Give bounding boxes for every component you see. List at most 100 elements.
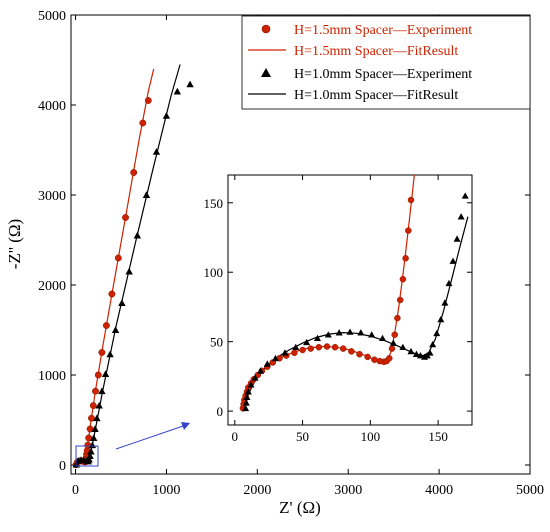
data-point-circle xyxy=(386,355,393,362)
data-point-triangle xyxy=(324,331,332,338)
data-point-triangle xyxy=(242,404,250,412)
data-point-triangle xyxy=(263,360,271,367)
data-point-triangle xyxy=(152,148,161,155)
x-axis-title: Z' (Ω) xyxy=(279,498,321,517)
data-point-triangle xyxy=(90,434,98,441)
legend-item-h10-experiment: H=1.0mm Spacer—Experiment xyxy=(261,67,472,82)
data-point-circle xyxy=(391,331,398,338)
data-point-triangle xyxy=(125,267,133,275)
data-point-circle xyxy=(98,349,106,356)
legend-label: H=1.0mm Spacer—Experiment xyxy=(294,67,472,82)
data-point-triangle xyxy=(389,339,397,346)
data-point-triangle xyxy=(292,343,300,351)
data-point-circle xyxy=(88,414,95,422)
data-point-circle xyxy=(364,353,371,361)
data-point-circle xyxy=(307,345,314,352)
data-point-triangle xyxy=(445,279,453,287)
y-tick-label: 3000 xyxy=(38,189,66,204)
data-point-triangle xyxy=(437,315,445,323)
series-clip-group xyxy=(239,175,469,412)
data-point-triangle xyxy=(379,334,387,341)
data-point-circle xyxy=(139,119,147,127)
zoom-region-box xyxy=(75,445,99,467)
data-point-triangle xyxy=(86,452,94,459)
legend-item-h15-experiment: H=1.5mm Spacer—Experiment xyxy=(261,23,472,38)
zoom-arrow-head xyxy=(181,422,190,430)
y-tick-label: 100 xyxy=(204,265,224,280)
data-point-triangle xyxy=(303,338,311,346)
data-point-circle xyxy=(108,290,116,298)
data-point-triangle xyxy=(335,329,343,336)
data-point-circle xyxy=(299,346,306,354)
data-point-circle xyxy=(122,214,129,221)
data-point-triangle xyxy=(85,455,93,463)
data-point-triangle xyxy=(368,331,376,338)
data-point-triangle xyxy=(111,326,120,333)
y-tick-label: 1000 xyxy=(38,369,66,384)
y-tick-label: 2000 xyxy=(38,279,66,294)
data-point-triangle xyxy=(433,329,441,337)
y-tick-label: 5000 xyxy=(38,9,66,24)
y-tick-label: 50 xyxy=(210,335,223,350)
x-tick-label: 100 xyxy=(361,429,381,444)
data-point-circle xyxy=(114,254,122,262)
data-point-triangle xyxy=(247,381,255,388)
data-point-triangle xyxy=(91,425,99,432)
data-point-triangle xyxy=(313,334,321,341)
data-point-triangle xyxy=(93,414,101,422)
legend-marker-circle xyxy=(261,24,271,34)
main-plot-frame xyxy=(70,14,531,475)
data-point-triangle xyxy=(133,231,142,239)
data-point-circle xyxy=(315,343,323,351)
y-tick-label: 0 xyxy=(217,404,224,419)
legend: H=1.5mm Spacer—Experiment H=1.5mm Spacer… xyxy=(241,15,531,110)
data-point-circle xyxy=(348,348,355,355)
data-point-triangle xyxy=(257,367,265,374)
data-point-circle xyxy=(339,345,347,352)
data-point-circle xyxy=(356,350,363,358)
data-point-circle xyxy=(402,255,409,262)
x-tick-label: 0 xyxy=(232,429,239,444)
data-point-circle xyxy=(394,314,401,322)
data-point-triangle xyxy=(449,257,457,264)
y-tick-label: 4000 xyxy=(38,99,66,114)
data-point-circle xyxy=(371,356,378,363)
legend-item-h10-fit: H=1.0mm Spacer—FitResult xyxy=(248,88,458,103)
data-point-triangle xyxy=(101,370,110,378)
main-series-layer xyxy=(72,64,194,469)
zoom-arrow-line xyxy=(115,424,187,450)
data-point-triangle xyxy=(251,374,259,381)
data-point-triangle xyxy=(281,349,289,356)
data-point-triangle xyxy=(357,329,365,336)
legend-item-h15-fit: H=1.5mm Spacer—FitResult xyxy=(248,44,458,59)
y-axis-title: -Z'' (Ω) xyxy=(5,219,24,269)
data-point-triangle xyxy=(186,80,194,88)
series-line xyxy=(75,68,155,465)
legend-label: H=1.5mm Spacer—Experiment xyxy=(294,23,472,38)
data-point-circle xyxy=(396,296,404,304)
data-point-triangle xyxy=(461,192,469,199)
data-point-triangle xyxy=(98,387,106,395)
data-point-circle xyxy=(323,343,331,350)
x-tick-label: 0 xyxy=(72,483,79,498)
data-point-triangle xyxy=(441,299,449,306)
x-tick-label: 5000 xyxy=(516,483,544,498)
data-point-triangle xyxy=(173,87,182,95)
legend-box xyxy=(241,15,531,110)
inset-plot-frame xyxy=(227,174,473,426)
data-point-circle xyxy=(331,343,339,351)
data-point-triangle xyxy=(95,401,103,409)
data-point-triangle xyxy=(429,340,437,348)
y-tick-label: 0 xyxy=(59,459,66,474)
x-tick-label: 150 xyxy=(428,429,448,444)
data-point-circle xyxy=(92,387,99,395)
inset-axis-ticks: 0 50 100 150 0 50 100 150 xyxy=(204,175,472,444)
data-point-triangle xyxy=(399,343,407,351)
data-point-circle xyxy=(130,169,138,176)
data-point-circle xyxy=(94,371,102,379)
data-point-circle xyxy=(89,402,97,410)
legend-label: H=1.0mm Spacer—FitResult xyxy=(294,88,458,103)
data-point-triangle xyxy=(426,349,434,356)
